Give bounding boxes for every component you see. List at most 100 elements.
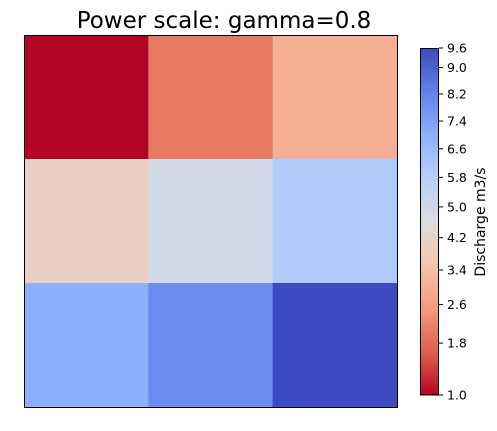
colorbar-segment [420,76,439,81]
colorbar-segment [420,241,439,246]
colorbar-segment [420,85,439,90]
colorbar-segment [420,163,439,168]
colorbar-segment [420,290,439,295]
colorbar-segment [420,363,439,367]
colorbar-tick-label: 9.6 [447,41,467,56]
colorbar-segment [420,131,439,136]
colorbar-segment [420,183,439,188]
colorbar-segment [420,279,439,283]
colorbar-segment [420,189,439,194]
colorbar-segment [420,68,439,72]
heatmap-cell-r1-c0 [24,159,149,284]
heatmap-cell-r0-c0 [24,35,149,160]
colorbar-tick-label: 9.0 [447,60,467,75]
colorbar-tick-label: 5.8 [447,170,467,185]
colorbar-segment [420,256,439,260]
colorbar-segment [420,308,439,312]
colorbar-segment [420,374,439,379]
colorbar-segment [420,380,439,385]
colorbar-segment [420,134,439,139]
colorbar-segment [420,56,439,61]
colorbar-segment [420,235,439,240]
colorbar-tick-label: 5.0 [447,199,467,214]
colorbar-segment [420,273,439,278]
colorbar-segment [420,143,439,147]
colorbar-segment [420,166,439,171]
colorbar-segment [420,264,439,269]
colorbar-segment [420,82,439,87]
colorbar-tick-label: 7.4 [447,114,467,129]
colorbar-segment [420,137,439,142]
colorbar-segment [420,195,439,199]
colorbar-label: Discharge m3/s [473,167,489,276]
colorbar-segment [420,293,439,298]
colorbar-segment [420,389,439,393]
colorbar-segment [420,259,439,263]
colorbar-segment [420,328,439,332]
colorbar-segment [420,340,439,344]
colorbar-segment [420,201,439,205]
colorbar-tick-label: 6.6 [447,141,467,156]
colorbar-segment [420,354,439,359]
heatmap-cell-r1-c2 [272,159,398,284]
colorbar-segment [420,186,439,191]
colorbar-segment [420,172,439,176]
colorbar-segment [420,71,439,75]
colorbar-segment [420,152,439,156]
colorbar-segment [420,331,439,335]
colorbar-segment [420,175,439,179]
colorbar-segment [420,126,439,130]
colorbar-segment [420,62,439,66]
colorbar-tick-label: 8.2 [447,86,467,101]
colorbar-segment [420,334,439,338]
colorbar-tick-label: 1.8 [447,336,467,351]
colorbar-segment [420,314,439,318]
heatmap-grid [24,35,398,408]
colorbar-segment [420,383,439,387]
colorbar-segment [420,230,439,234]
colorbar-segment [420,79,439,84]
colorbar-segment [420,181,439,185]
colorbar-segment [420,270,439,275]
colorbar-segment [420,285,439,289]
heatmap-cell-r2-c1 [148,283,274,408]
colorbar-segment [420,198,439,202]
colorbar-segment [420,146,439,150]
colorbar-segment [420,319,439,324]
colorbar-segment [420,192,439,197]
colorbar-segment [420,212,439,217]
heatmap-cell-r2-c0 [24,283,149,408]
colorbar-segment [420,337,439,341]
colorbar-segment [420,105,439,110]
colorbar-tick-label: 3.4 [447,263,467,278]
colorbar-segment [420,117,439,121]
colorbar-segment [420,348,439,353]
colorbar-segment [420,282,439,286]
colorbar-tick-label: 2.6 [447,297,467,312]
colorbar-segment [420,204,439,208]
colorbar-segment [420,342,439,347]
colorbar-segment [420,377,439,382]
colorbar-segment [420,114,439,118]
heatmap-frame [24,35,398,408]
colorbar-segment [420,371,439,376]
colorbar-segment [420,368,439,373]
colorbar-segment [420,247,439,252]
colorbar-segment [420,299,439,304]
colorbar-segment [420,59,439,64]
colorbar-segment [420,215,439,220]
heatmap-cell-r0-c1 [148,35,274,160]
colorbar-segment [420,253,439,257]
colorbar-segment [420,288,439,292]
colorbar: 1.0 1.8 2.6 3.4 4.2 5.0 5.8 6.6 7.4 8.2 9.0 9.6 [420,41,467,403]
colorbar-segment [420,218,439,223]
colorbar-segment [420,311,439,315]
colorbar-segment [420,140,439,145]
colorbar-segment [420,65,439,69]
colorbar-tick-label: 4.2 [447,230,467,245]
colorbar-segment [420,50,439,55]
colorbar-segment [420,108,439,113]
colorbar-segment [420,244,439,249]
colorbar-segment [420,276,439,280]
